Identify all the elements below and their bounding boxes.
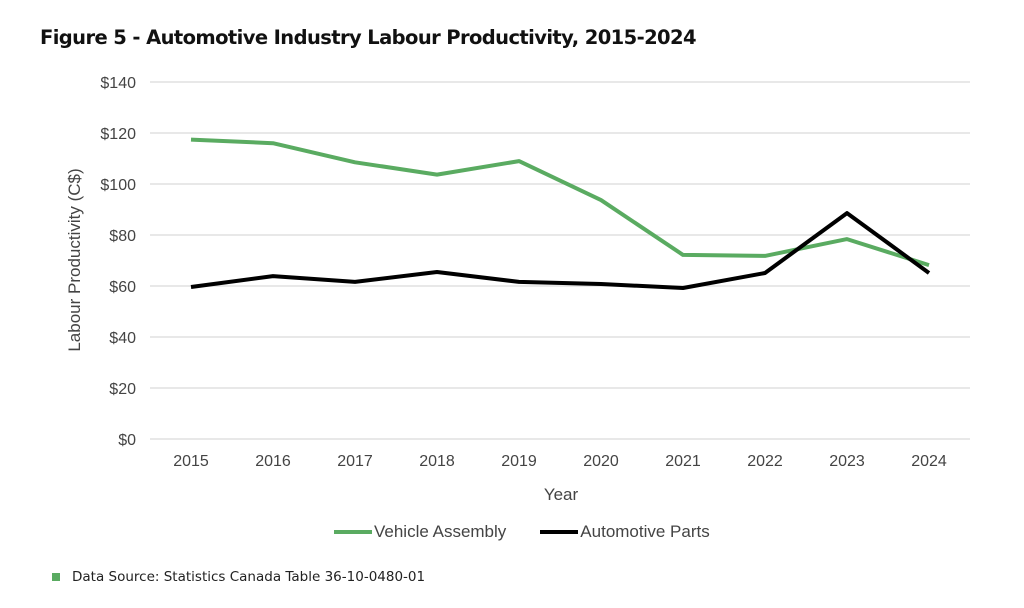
bullet-square-icon bbox=[52, 573, 60, 581]
y-tick-label: $80 bbox=[109, 228, 136, 245]
y-tick-label: $60 bbox=[109, 279, 136, 296]
y-axis-ticks: $0 $20 $40 $60 $80 $100 $120 $140 bbox=[100, 75, 136, 449]
gridlines bbox=[150, 81, 970, 440]
series-line-automotive-parts bbox=[190, 211, 931, 290]
y-tick-label: $0 bbox=[118, 432, 136, 449]
chart-title: Figure 5 - Automotive Industry Labour Pr… bbox=[40, 26, 697, 49]
data-source-text: Data Source: Statistics Canada Table 36-… bbox=[72, 569, 426, 585]
data-source-note: Data Source: Statistics Canada Table 36-… bbox=[52, 569, 425, 585]
x-axis-label: Year bbox=[544, 485, 579, 504]
x-tick-label: 2022 bbox=[747, 453, 783, 470]
x-tick-label: 2023 bbox=[829, 453, 865, 470]
series-line-vehicle-assembly bbox=[190, 137, 930, 268]
x-tick-label: 2024 bbox=[911, 453, 947, 470]
x-axis-ticks: 2015 2016 2017 2018 2019 2020 2021 2022 2023 2024 bbox=[173, 453, 947, 470]
x-tick-label: 2021 bbox=[665, 453, 701, 470]
y-axis-label: Labour Productivity (C$) bbox=[65, 168, 84, 351]
y-tick-label: $100 bbox=[100, 177, 136, 194]
y-tick-label: $120 bbox=[100, 126, 136, 143]
legend-label-automotive-parts: Automotive Parts bbox=[580, 522, 710, 541]
legend-label-vehicle-assembly: Vehicle Assembly bbox=[374, 522, 507, 541]
y-tick-label: $40 bbox=[109, 330, 136, 347]
x-tick-label: 2017 bbox=[337, 453, 373, 470]
x-tick-label: 2018 bbox=[419, 453, 455, 470]
y-tick-label: $140 bbox=[100, 75, 136, 92]
x-tick-label: 2020 bbox=[583, 453, 619, 470]
legend-swatch-automotive-parts bbox=[540, 530, 579, 534]
y-tick-label: $20 bbox=[109, 381, 136, 398]
legend-swatch-vehicle-assembly bbox=[334, 530, 372, 534]
x-tick-label: 2016 bbox=[255, 453, 291, 470]
series-lines bbox=[190, 137, 931, 290]
x-tick-label: 2015 bbox=[173, 453, 209, 470]
legend-item-vehicle-assembly: Vehicle Assembly bbox=[334, 522, 506, 542]
x-tick-label: 2019 bbox=[501, 453, 537, 470]
legend-item-automotive-parts: Automotive Parts bbox=[540, 522, 710, 542]
legend: Vehicle Assembly Automotive Parts bbox=[334, 522, 744, 542]
